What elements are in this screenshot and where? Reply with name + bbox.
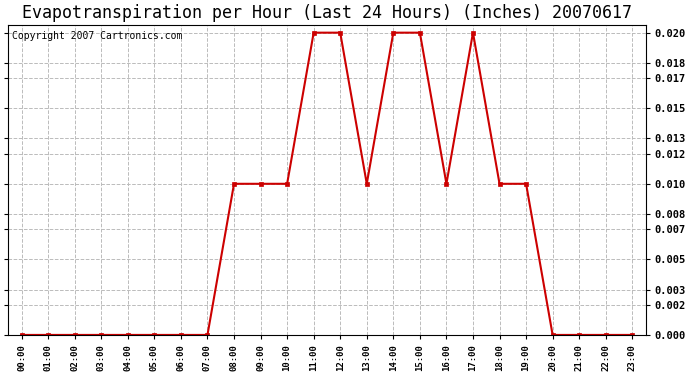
Title: Evapotranspiration per Hour (Last 24 Hours) (Inches) 20070617: Evapotranspiration per Hour (Last 24 Hou…: [22, 4, 632, 22]
Text: Copyright 2007 Cartronics.com: Copyright 2007 Cartronics.com: [12, 31, 182, 41]
